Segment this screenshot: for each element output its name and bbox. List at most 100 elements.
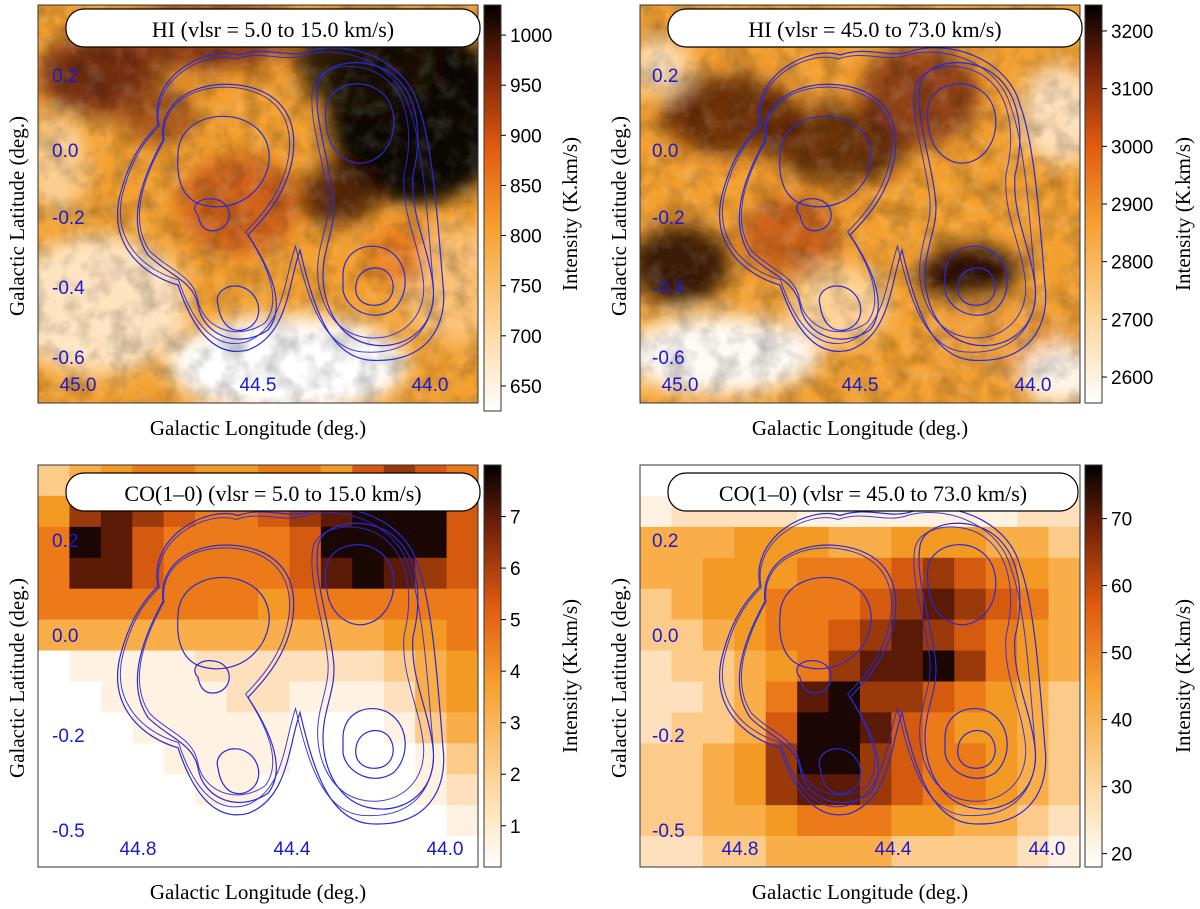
heatmap-cell — [1017, 805, 1050, 837]
heatmap-cell — [860, 619, 893, 652]
contour-line — [780, 116, 871, 206]
colorbar-tick-label: 950 — [510, 76, 542, 97]
x-axis-label: Galactic Longitude (deg.) — [150, 416, 366, 440]
heatmap-cell — [38, 743, 71, 775]
heatmap-cell — [1048, 650, 1080, 683]
heatmap-cell — [954, 588, 987, 621]
heatmap-cell — [765, 743, 798, 775]
heatmap-cell — [163, 836, 196, 867]
contour-line — [317, 523, 434, 809]
heatmap-cell — [415, 805, 448, 837]
heatmap-cell — [38, 465, 71, 497]
heatmap-cell — [163, 712, 196, 744]
heatmap-cell — [320, 805, 353, 837]
heatmap-cell — [922, 588, 955, 621]
heatmap-cell — [640, 588, 673, 621]
colorbar-tick-label: 70 — [1111, 510, 1132, 531]
heatmap-cell — [702, 681, 735, 713]
contour-line — [958, 731, 995, 769]
contour-line — [914, 527, 1026, 801]
heatmap-cell — [195, 588, 228, 621]
title-background — [65, 8, 481, 48]
heatmap-cell — [100, 712, 133, 744]
x-tick-label: 44.0 — [412, 375, 449, 396]
heatmap-cell — [797, 805, 830, 837]
heatmap-cell — [38, 650, 71, 683]
heatmap-cell — [922, 805, 955, 837]
heatmap-cell — [702, 526, 735, 559]
colorbar-tick-label: 3100 — [1111, 80, 1153, 101]
heatmap-cell — [100, 743, 133, 775]
heatmap-cell — [734, 836, 767, 867]
heatmap-cell — [320, 588, 353, 621]
heatmap-cell — [702, 774, 735, 806]
heatmap-cell — [132, 588, 165, 621]
heatmap-cell — [702, 588, 735, 621]
heatmap-cell — [226, 619, 259, 652]
heatmap-cell — [132, 805, 165, 837]
heatmap-cell — [38, 557, 71, 590]
heatmap-cell — [132, 836, 165, 867]
contour-line — [356, 731, 393, 769]
heatmap-cell — [922, 743, 955, 775]
heatmap-cell — [195, 557, 228, 590]
contour-line — [343, 246, 405, 315]
heatmap-cell — [922, 650, 955, 683]
heatmap-cell — [69, 805, 102, 837]
contour-line — [739, 84, 895, 339]
y-tick-label: 0.2 — [652, 66, 678, 87]
heatmap-cell — [765, 774, 798, 806]
heatmap-cell — [383, 619, 416, 652]
heatmap-cell — [258, 712, 291, 744]
heatmap-cell — [320, 774, 353, 806]
panel-2: HI (vlsr = 45.0 to 73.0 km/s) 0.2 0.0 -0.2 -… — [607, 4, 1195, 440]
heatmap-cell — [702, 650, 735, 683]
heatmap-cell — [860, 526, 893, 559]
heatmap-cell — [258, 526, 291, 559]
heatmap-texture — [38, 5, 478, 403]
heatmap-cell — [69, 681, 102, 713]
y-tick-label: -0.2 — [652, 208, 685, 229]
heatmap-cell — [797, 774, 830, 806]
heatmap-cell — [289, 712, 322, 744]
x-tick-label: 44.0 — [427, 839, 464, 860]
heatmap-cell — [69, 557, 102, 590]
heatmap-cell — [100, 836, 133, 867]
contour-line — [819, 286, 860, 330]
heatmap-cell — [320, 743, 353, 775]
heatmap-cell — [1017, 588, 1050, 621]
y-tick-label: -0.4 — [52, 278, 85, 299]
title-background — [667, 472, 1079, 512]
heatmap-cell — [132, 774, 165, 806]
heatmap-cell — [734, 526, 767, 559]
contour-group-inner — [722, 512, 1035, 815]
colorbar-tick-label: 2 — [510, 765, 521, 786]
colorbar-gradient — [1084, 464, 1103, 868]
x-tick-label: 45.0 — [662, 375, 699, 396]
colorbar-tick-label: 1 — [510, 817, 521, 838]
heatmap-cell — [922, 712, 955, 744]
heatmap-cell — [922, 836, 955, 867]
panel-title: HI (vlsr = 45.0 to 73.0 km/s) — [748, 17, 1001, 42]
y-axis-label: Galactic Latitude (deg.) — [5, 116, 29, 316]
heatmap-cell — [38, 588, 71, 621]
heatmap-cell — [797, 836, 830, 867]
heatmap-cell — [383, 712, 416, 744]
contour-line — [325, 84, 394, 163]
panel-title-box: CO(1–0) (vlsr = 5.0 to 15.0 km/s) — [65, 472, 481, 512]
x-tick-label: 44.0 — [1029, 839, 1066, 860]
y-tick-label: -0.5 — [52, 821, 85, 842]
heatmap-cell — [640, 465, 673, 497]
heatmap-cell — [828, 836, 861, 867]
contour-line — [217, 286, 258, 330]
colorbar: 1000 950 900 850 800 750 700 650 Intensity (K.km… — [483, 4, 582, 412]
contour-group — [118, 508, 444, 824]
heatmap-cell — [734, 588, 767, 621]
heatmap-cell — [383, 650, 416, 683]
heatmap-cell — [69, 774, 102, 806]
colorbar-tick-label: 650 — [510, 377, 542, 398]
heatmap-cell — [446, 681, 478, 713]
heatmap-cell — [320, 836, 353, 867]
heatmap-cell — [891, 805, 924, 837]
